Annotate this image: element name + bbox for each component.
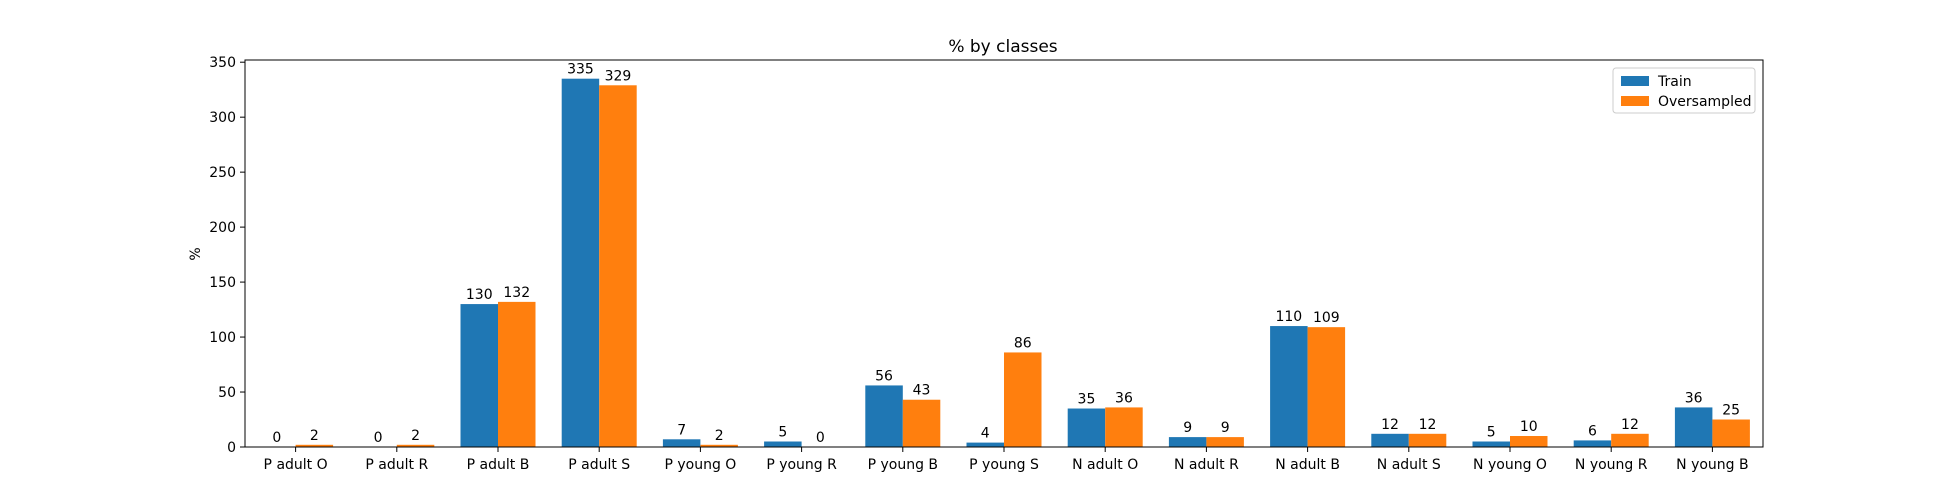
data-label: 35	[1078, 392, 1096, 408]
y-tick-label: 300	[209, 110, 236, 126]
chart-title: % by classes	[948, 37, 1057, 57]
data-label: 9	[1183, 420, 1192, 436]
bar-train	[1168, 437, 1207, 447]
data-label: 335	[567, 62, 594, 78]
bar-train	[1371, 433, 1409, 447]
bar-train	[1067, 408, 1106, 447]
x-tick-label: P young S	[969, 457, 1039, 473]
data-label: 43	[913, 383, 931, 399]
data-label: 132	[503, 285, 530, 301]
data-label: 4	[981, 426, 990, 442]
data-label: 6	[1588, 423, 1597, 439]
data-label: 110	[1275, 309, 1302, 325]
bar-oversampled	[1307, 327, 1346, 447]
bar-train	[966, 442, 1004, 447]
bar-train	[662, 439, 701, 447]
legend-swatch-train	[1621, 76, 1649, 86]
y-tick-label: 50	[218, 385, 236, 401]
x-tick-label: P adult B	[467, 457, 530, 473]
data-label: 130	[466, 287, 493, 303]
bar-oversampled	[498, 301, 536, 447]
data-label: 9	[1221, 420, 1230, 436]
bar-oversampled	[1105, 407, 1143, 447]
y-tick-label: 200	[209, 220, 236, 236]
bar-train	[764, 441, 802, 447]
data-label: 86	[1014, 335, 1032, 351]
data-label: 36	[1685, 390, 1703, 406]
x-tick-label: N young B	[1676, 457, 1748, 473]
data-label: 109	[1313, 310, 1340, 326]
y-axis-label: %	[188, 247, 204, 260]
legend: Train Oversampled	[1612, 67, 1756, 114]
bar-train	[1674, 407, 1713, 447]
data-label: 2	[310, 428, 319, 444]
bar-train	[1472, 441, 1510, 447]
x-tick-label: N adult R	[1174, 457, 1239, 473]
bar-train	[1270, 326, 1308, 447]
bar-oversampled	[1712, 419, 1750, 447]
y-tick-label: 100	[209, 330, 236, 346]
data-label: 5	[1487, 425, 1496, 441]
bar-oversampled	[902, 399, 941, 447]
bar-train	[1573, 440, 1612, 447]
x-tick-label: P adult R	[365, 457, 428, 473]
data-label: 56	[875, 368, 893, 384]
data-label: 0	[272, 430, 281, 446]
x-tick-label: N young R	[1575, 457, 1648, 473]
data-label: 36	[1115, 390, 1133, 406]
data-label: 25	[1722, 403, 1740, 419]
legend-swatch-oversampled	[1621, 96, 1649, 106]
x-tick-label: N adult O	[1072, 457, 1138, 473]
data-label: 2	[715, 428, 724, 444]
y-tick-label: 250	[209, 165, 236, 181]
x-tick-label: N adult B	[1275, 457, 1340, 473]
bar-oversampled	[1206, 437, 1244, 447]
data-label: 2	[411, 428, 420, 444]
data-label: 10	[1520, 419, 1538, 435]
bar-oversampled	[1004, 352, 1042, 447]
bar-train	[865, 385, 903, 447]
data-label: 7	[677, 422, 686, 438]
y-tick-label: 0	[227, 440, 236, 456]
bar-train	[561, 78, 600, 447]
bar-oversampled	[599, 85, 637, 448]
x-tick-label: P young O	[664, 457, 736, 473]
x-tick-label: N young O	[1473, 457, 1547, 473]
data-label: 12	[1381, 417, 1399, 433]
x-tick-label: P adult O	[264, 457, 328, 473]
bar-train	[460, 304, 498, 447]
data-label: 0	[816, 430, 825, 446]
x-tick-label: N adult S	[1377, 457, 1441, 473]
y-tick-label: 350	[209, 55, 236, 71]
bar-oversampled	[1510, 436, 1548, 447]
bar-oversampled	[1611, 433, 1649, 447]
legend-label: Train	[1657, 74, 1692, 90]
legend-label: Oversampled	[1658, 94, 1751, 110]
x-tick-label: P young R	[766, 457, 837, 473]
x-tick-label: P adult S	[568, 457, 630, 473]
bar-oversampled	[396, 444, 435, 447]
y-tick-label: 150	[209, 275, 236, 291]
data-label: 0	[374, 430, 383, 446]
bar-oversampled	[1408, 433, 1447, 447]
bar-oversampled	[700, 444, 738, 447]
data-label: 12	[1419, 417, 1437, 433]
data-label: 12	[1621, 417, 1639, 433]
bar-oversampled	[295, 444, 334, 447]
x-tick-label: P young B	[868, 457, 938, 473]
data-label: 5	[778, 425, 787, 441]
data-label: 329	[605, 68, 632, 84]
